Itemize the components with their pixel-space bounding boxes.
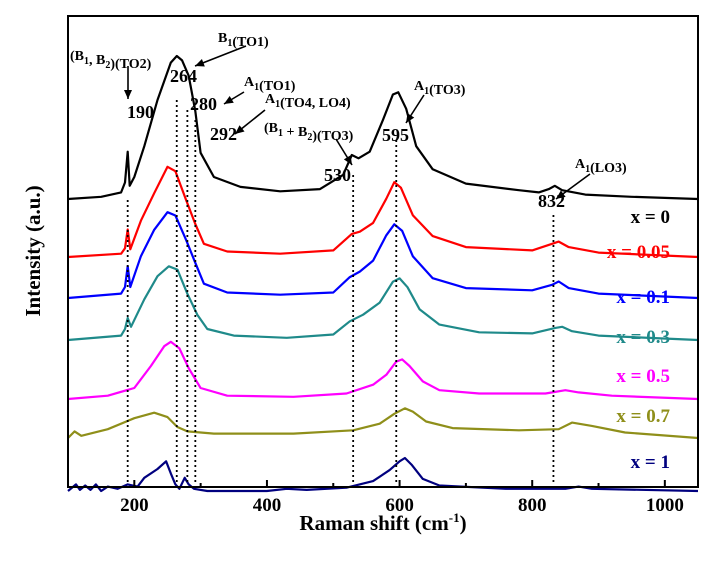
annotation-arrow-264 [194,45,247,67]
peak-number-595: 595 [382,125,409,145]
annotation-arrowhead-292 [235,125,245,134]
x-tick-label-800: 800 [518,495,547,516]
annotation-label-190: (B1, B2)(TO2) [70,49,152,72]
legend-label-4: x = 0.5 [616,366,670,387]
series-lines [67,54,699,493]
legend-label-5: x = 0.7 [616,406,670,427]
plot-frame [67,15,699,488]
annotation-arrowhead-280 [224,95,234,104]
x-tick-label-400: 400 [253,495,282,516]
annotation-arrowhead-190 [124,90,132,99]
series-line-0 [67,54,699,201]
annotation-label-264: B1(TO1) [218,31,269,50]
legend-label-1: x = 0.05 [607,242,670,263]
x-axis-title: Raman shift (cm-1) [299,510,466,535]
peak-number-530: 530 [324,165,351,185]
legend-label-0: x = 0 [631,207,670,228]
annotation-label-530: (B1 + B2)(TO3) [264,121,354,144]
annotation-arrowhead-595 [406,113,415,123]
peak-reference-lines [126,100,555,485]
x-tick-label-200: 200 [120,495,149,516]
annotation-arrowhead-832 [556,190,566,199]
series-line-1 [67,165,699,259]
annotation-arrowhead-530 [343,155,352,165]
series-line-6 [67,456,699,493]
peak-number-190: 190 [127,102,154,122]
x-tick-label-1000: 1000 [646,495,684,516]
x-tick-label-600: 600 [385,495,414,516]
series-line-2 [67,211,699,300]
legend-label-3: x = 0.3 [616,327,670,348]
annotation-label-595: A1(TO3) [414,79,466,98]
annotation-label-292: A1(TO4, LO4) [265,92,351,111]
annotation-label-832: A1(LO3) [575,157,627,176]
peak-number-264: 264 [170,66,197,86]
series-line-3 [67,265,699,342]
y-axis-title: Intensity (a.u.) [21,185,45,316]
x-axis-ticks: 200 400 600 800 1000 [67,480,684,516]
legend-label-2: x = 0.1 [616,287,670,308]
peak-number-292: 292 [210,124,237,144]
series-line-4 [67,340,699,401]
series-line-5 [67,407,699,440]
peak-annotations: (B1, B2)(TO2) 190 B1(TO1) 264 A1(TO1) 280 A1(T… [70,31,627,211]
legend: x = 0 x = 0.05 x = 0.1 x = 0.3 x = 0.5 x = 0.… [607,207,671,473]
annotation-arrowhead-264 [195,58,205,67]
peak-number-280: 280 [190,94,217,114]
annotation-label-280: A1(TO1) [244,75,296,94]
legend-label-6: x = 1 [631,452,670,473]
